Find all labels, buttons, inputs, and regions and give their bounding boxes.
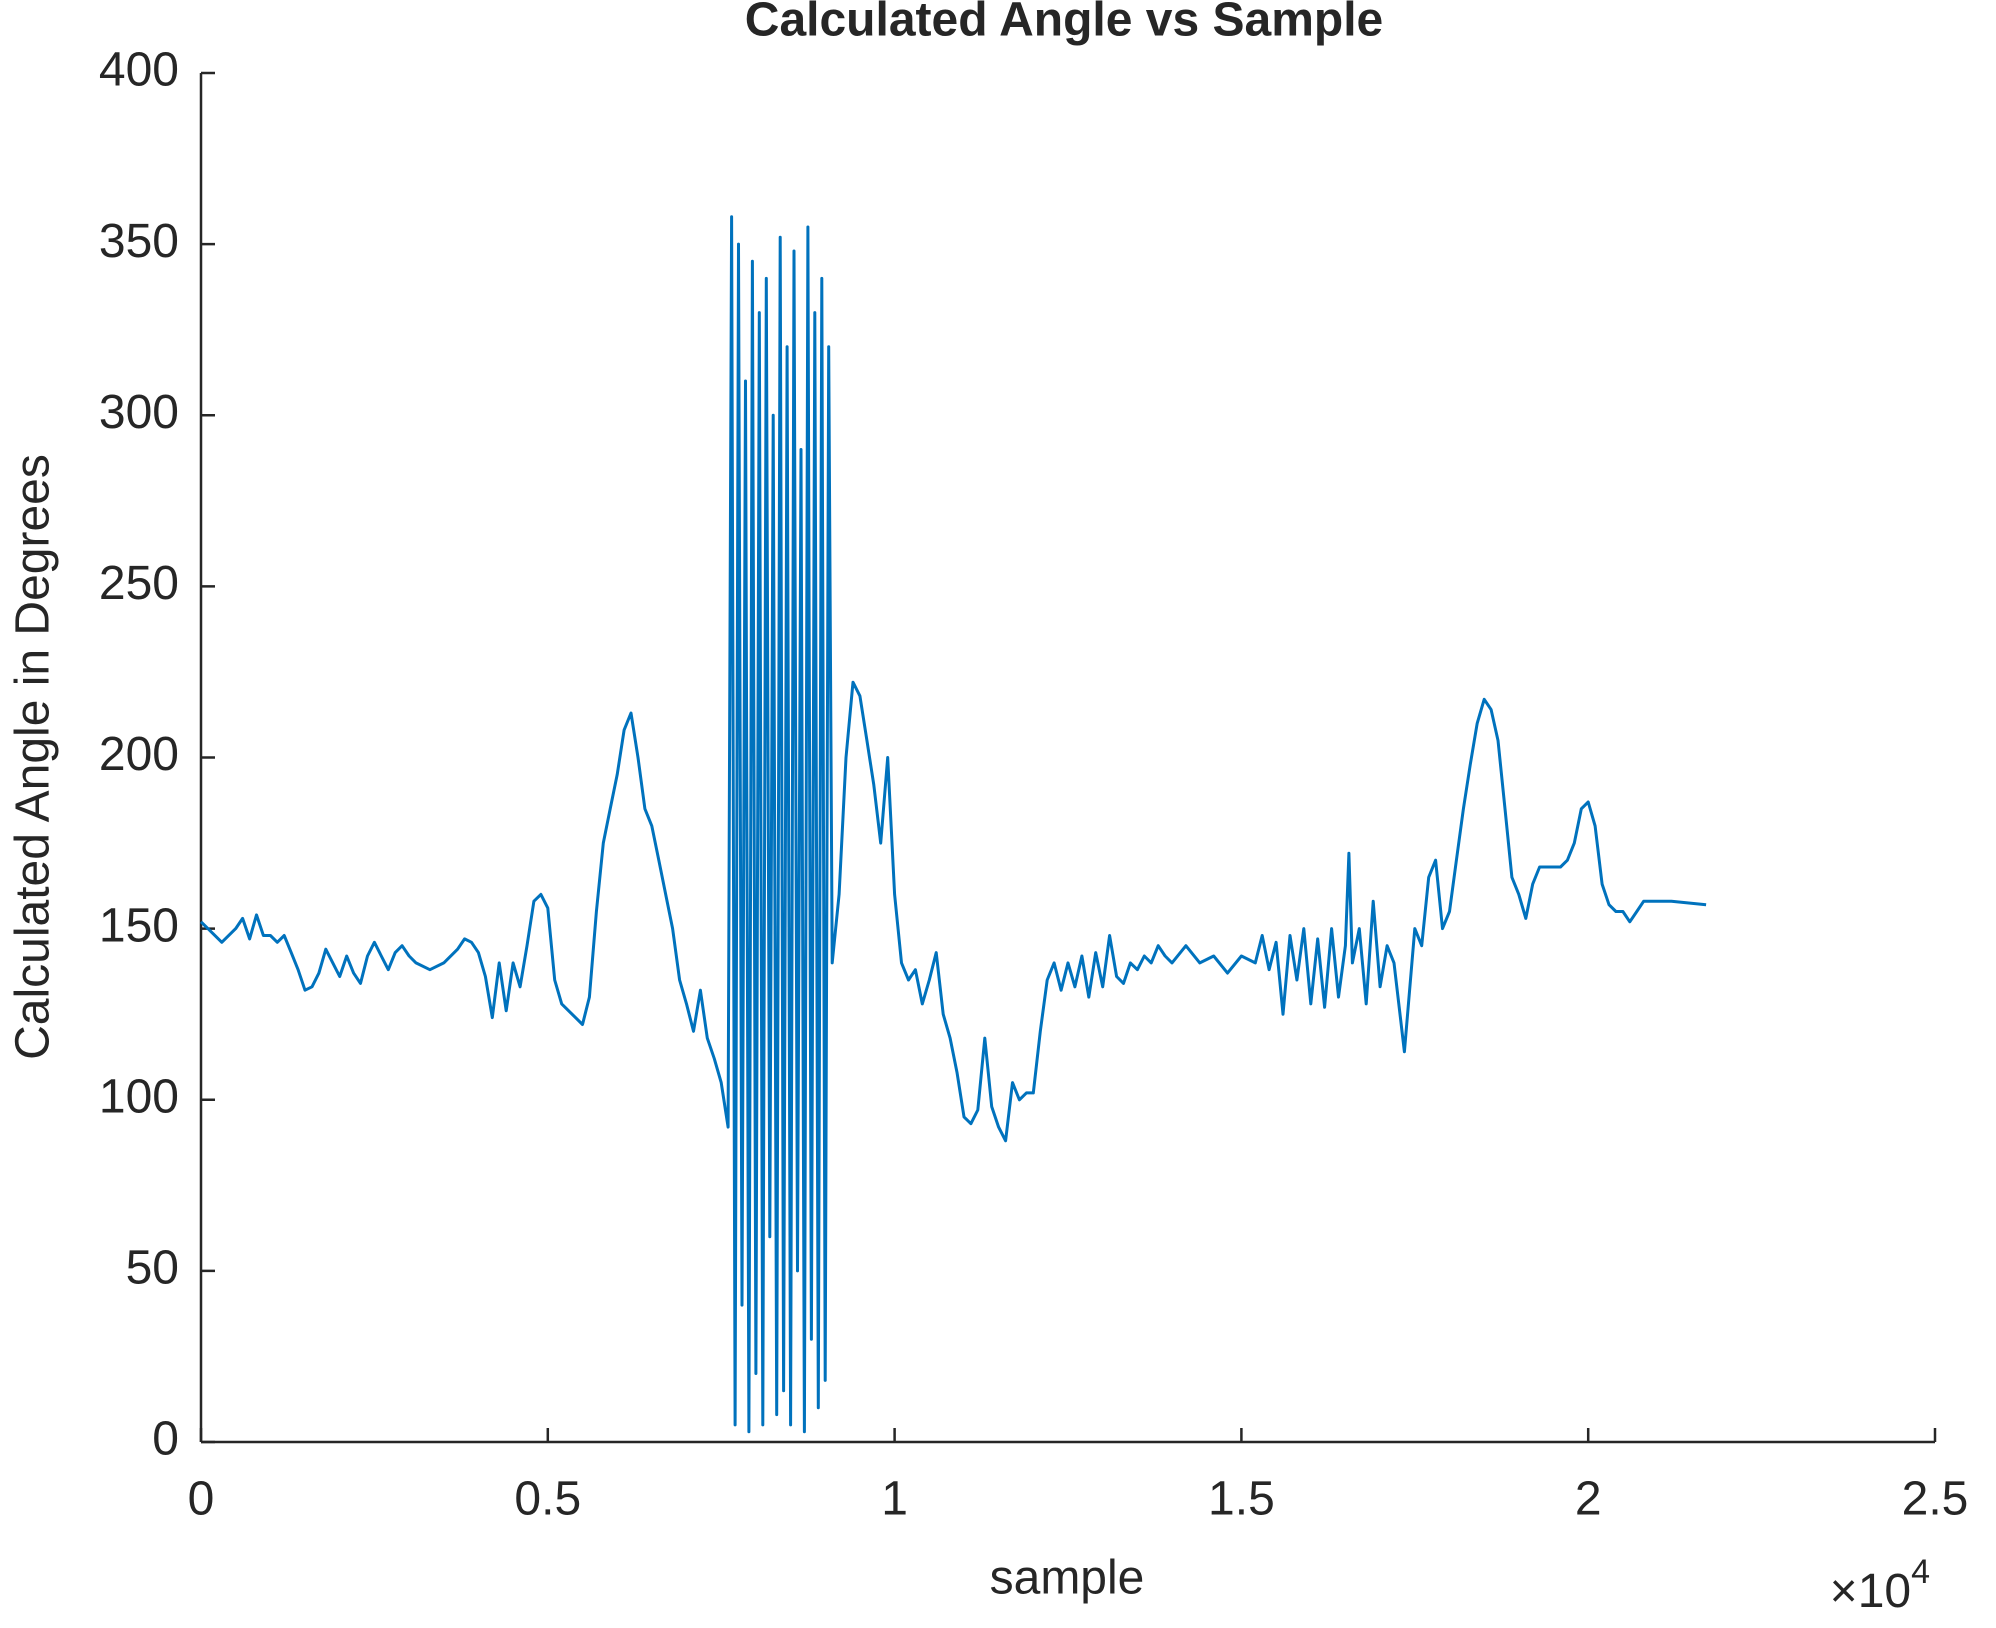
y-tick-label: 400 xyxy=(99,44,179,97)
x-multiplier: ×104 xyxy=(1830,1553,1930,1618)
y-tick-label: 0 xyxy=(152,1413,179,1466)
x-axis-label: sample xyxy=(990,1552,1145,1605)
x-multiplier-base: ×10 xyxy=(1830,1565,1911,1618)
y-tick-label: 150 xyxy=(99,899,179,952)
y-tick-label: 350 xyxy=(99,215,179,268)
x-tick-label: 2 xyxy=(1575,1473,1602,1526)
data-line xyxy=(199,215,1707,1434)
x-tick-label: 1.5 xyxy=(1208,1473,1275,1526)
y-tick-label: 250 xyxy=(99,557,179,610)
x-multiplier-exponent: 4 xyxy=(1911,1553,1930,1591)
x-tick-label: 0 xyxy=(188,1473,215,1526)
chart-title: Calculated Angle vs Sample xyxy=(745,0,1383,47)
y-tick-label: 300 xyxy=(99,386,179,439)
x-tick-label: 0.5 xyxy=(514,1473,581,1526)
y-axis-label: Calculated Angle in Degrees xyxy=(7,454,60,1060)
x-tick-label: 1 xyxy=(881,1473,908,1526)
x-tick-label: 2.5 xyxy=(1902,1473,1969,1526)
y-tick-label: 100 xyxy=(99,1070,179,1123)
y-tick-label: 50 xyxy=(126,1242,179,1295)
y-tick-label: 200 xyxy=(99,728,179,781)
